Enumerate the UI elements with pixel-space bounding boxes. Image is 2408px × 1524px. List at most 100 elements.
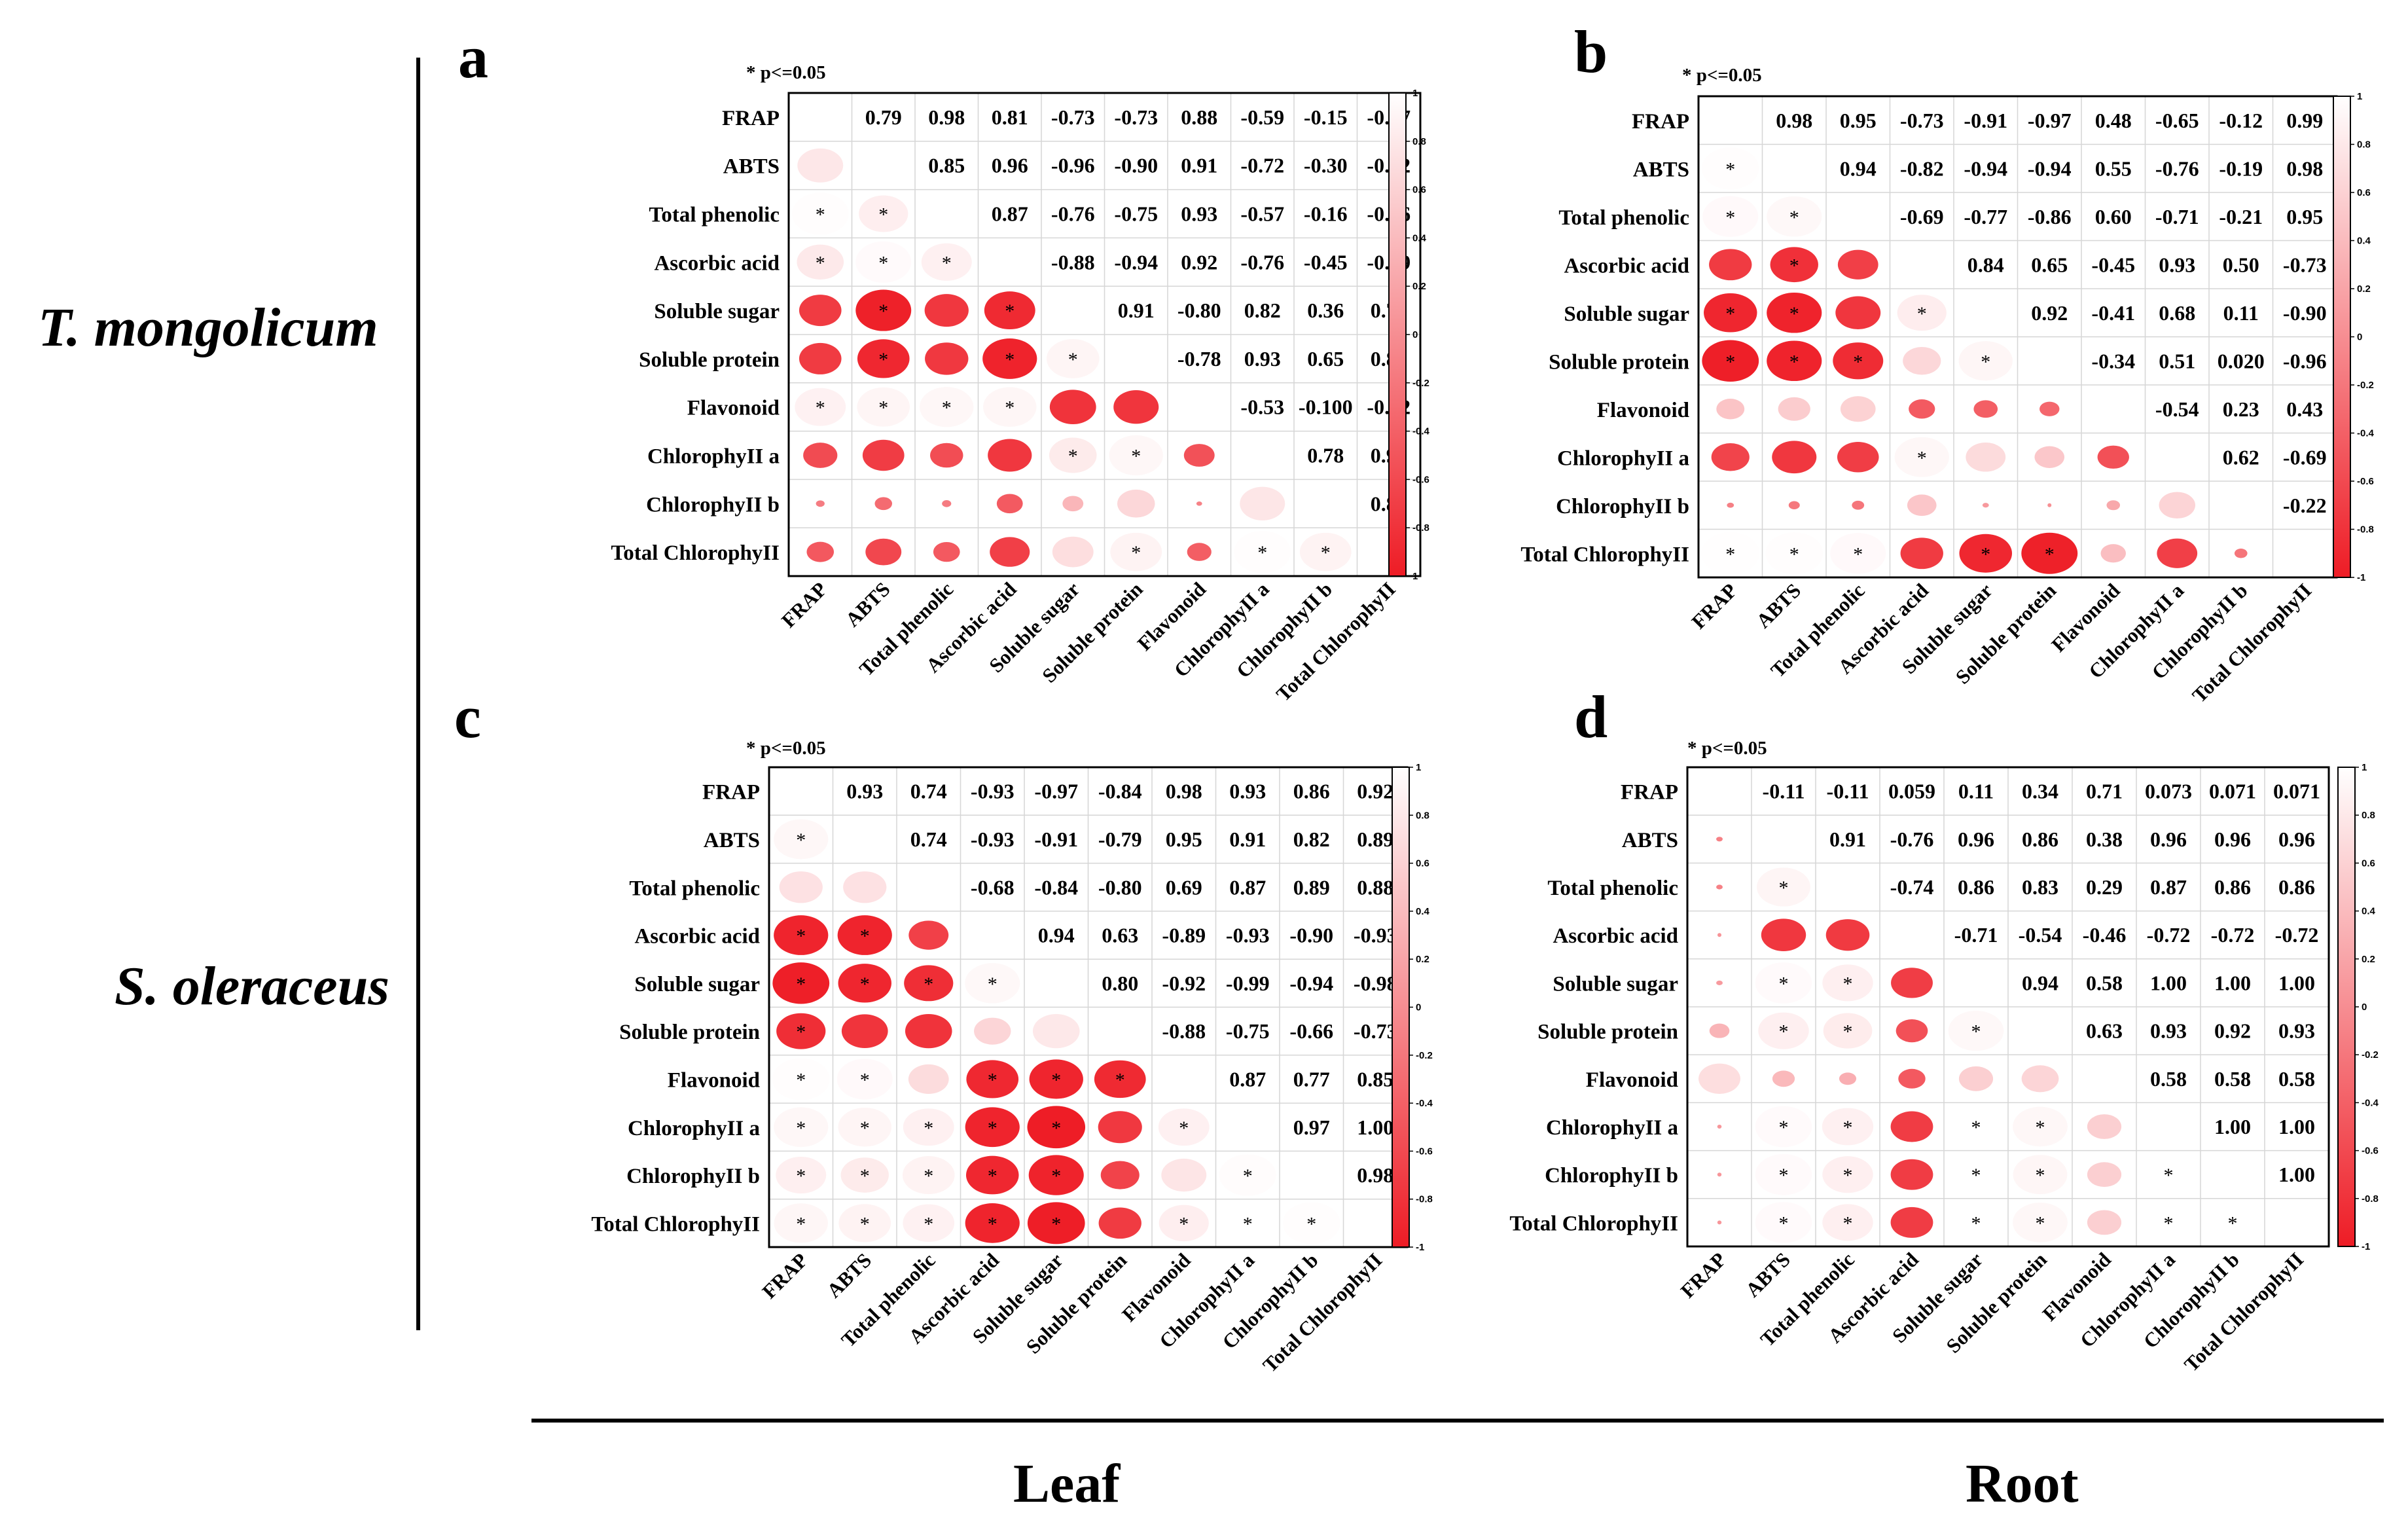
row-label-ascorbic-acid: Ascorbic acid (1564, 254, 1689, 278)
corr-ellipse (1727, 502, 1734, 508)
coef-label: 0.95 (1840, 109, 1877, 132)
corr-ellipse (1909, 399, 1935, 419)
coef-label: -0.46 (2083, 923, 2127, 947)
sig-star: * (1051, 1117, 1061, 1139)
sig-star: * (796, 973, 806, 995)
significance-note: * p<=0.05 (746, 738, 826, 759)
corr-ellipse (982, 338, 1037, 379)
coef-label: -0.76 (1051, 202, 1095, 226)
row-label-total-phenolic: Total phenolic (1558, 206, 1689, 230)
row-label-chlorophyii-b: ChlorophyII b (626, 1165, 760, 1188)
coef-label: 0.96 (2278, 827, 2315, 851)
coef-label: 0.071 (2273, 780, 2320, 803)
row-label-abts: ABTS (1633, 158, 1689, 181)
coef-label: 0.11 (1958, 780, 1994, 803)
corr-ellipse (1767, 196, 1822, 237)
panel-letter: d (1574, 683, 1608, 750)
coef-label: 0.88 (1357, 875, 1393, 899)
sig-star: * (878, 300, 888, 322)
row-label-total-phenolic: Total phenolic (629, 877, 760, 900)
row-label-ascorbic-acid: Ascorbic acid (1553, 924, 1678, 948)
sig-star: * (860, 973, 870, 995)
corr-ellipse (930, 443, 963, 468)
sig-star: * (1779, 1212, 1789, 1234)
coef-label: -0.72 (2275, 923, 2319, 947)
colorbar-tick-label: -0.6 (1412, 474, 1429, 485)
sig-star: * (988, 1117, 997, 1139)
corr-ellipse (1890, 1159, 1933, 1190)
coef-label: 0.43 (2286, 397, 2323, 421)
corr-ellipse (2047, 503, 2052, 507)
corr-ellipse (1117, 489, 1155, 518)
corr-ellipse (2234, 549, 2248, 558)
coef-label: 0.93 (1229, 780, 1266, 803)
row-label-chlorophyii-a: ChlorophyII a (1546, 1116, 1678, 1140)
coef-label: -0.93 (971, 780, 1015, 803)
corr-ellipse (1702, 340, 1759, 382)
coef-label: -0.94 (1289, 971, 1333, 995)
colorbar-tick-label: 0 (2362, 1002, 2367, 1013)
coef-label: -0.99 (1226, 971, 1270, 995)
coef-label: -0.75 (1114, 202, 1158, 226)
row-label-soluble-sugar: Soluble sugar (1553, 972, 1678, 996)
corr-ellipse (1840, 396, 1876, 422)
row-label-frap: FRAP (1632, 110, 1689, 134)
corr-ellipse (908, 920, 949, 950)
col-label-frap: FRAP (1676, 1248, 1731, 1302)
corr-ellipse (942, 500, 952, 507)
corr-ellipse (1822, 1156, 1873, 1193)
colorbar-tick-label: -0.8 (1412, 522, 1429, 534)
row-label-total-chlorophyii: Total ChlorophyII (1509, 1212, 1678, 1235)
coef-label: -0.80 (1098, 875, 1142, 899)
coef-label: 0.77 (1293, 1067, 1330, 1091)
coef-label: -0.89 (1162, 924, 1206, 947)
coef-label: -0.90 (2283, 301, 2327, 325)
coef-label: 0.94 (2022, 971, 2058, 994)
corr-ellipse (806, 541, 835, 562)
sig-star: * (878, 204, 888, 226)
coef-label: -0.45 (2091, 253, 2135, 276)
corr-ellipse (1183, 444, 1215, 467)
coef-label: 0.96 (992, 154, 1028, 177)
corr-ellipse (843, 871, 887, 903)
colorbar-tick-label: -0.8 (1416, 1194, 1433, 1205)
row-label-flavonoid: Flavonoid (668, 1068, 760, 1092)
coef-label: -0.12 (2219, 109, 2263, 132)
coef-label: -0.54 (2019, 923, 2062, 947)
sig-star: * (1971, 1165, 1981, 1186)
coef-label: -0.76 (2155, 156, 2199, 180)
coef-label: 0.85 (928, 154, 965, 177)
colorbar-tick-label: 0.2 (1416, 954, 1429, 965)
sig-star: * (860, 1165, 870, 1187)
corr-ellipse (2021, 532, 2078, 574)
coef-label: -0.21 (2219, 205, 2263, 228)
corr-ellipse (1894, 437, 1949, 477)
corr-ellipse (799, 342, 842, 374)
sig-star: * (1068, 446, 1078, 467)
corr-ellipse (1966, 442, 2006, 472)
colorbar-tick-label: 0.6 (2362, 858, 2375, 869)
coef-label: 0.11 (2223, 301, 2259, 325)
corr-ellipse (776, 1156, 827, 1194)
sig-star: * (1115, 1069, 1125, 1091)
corr-ellipse (803, 443, 838, 468)
corr-ellipse (1973, 400, 1998, 418)
sig-star: * (1179, 1117, 1189, 1139)
coef-label: -0.77 (1964, 205, 2007, 228)
corr-ellipse (920, 387, 974, 427)
sig-star: * (1971, 1117, 1981, 1138)
sig-star: * (988, 973, 997, 995)
colorbar-tick-label: 0 (1412, 329, 1418, 340)
coef-label: 0.98 (1166, 780, 1202, 803)
corr-ellipse (1788, 501, 1800, 509)
corr-ellipse (2097, 445, 2129, 469)
corr-ellipse (838, 1108, 891, 1147)
coef-label: -0.92 (1162, 971, 1206, 995)
corr-ellipse (1027, 1202, 1085, 1244)
coef-label: 0.97 (1293, 1116, 1330, 1139)
corr-ellipse (840, 1157, 889, 1193)
sig-star: * (1051, 1069, 1061, 1091)
row-label-chlorophyii-b: ChlorophyII b (1545, 1164, 1678, 1188)
